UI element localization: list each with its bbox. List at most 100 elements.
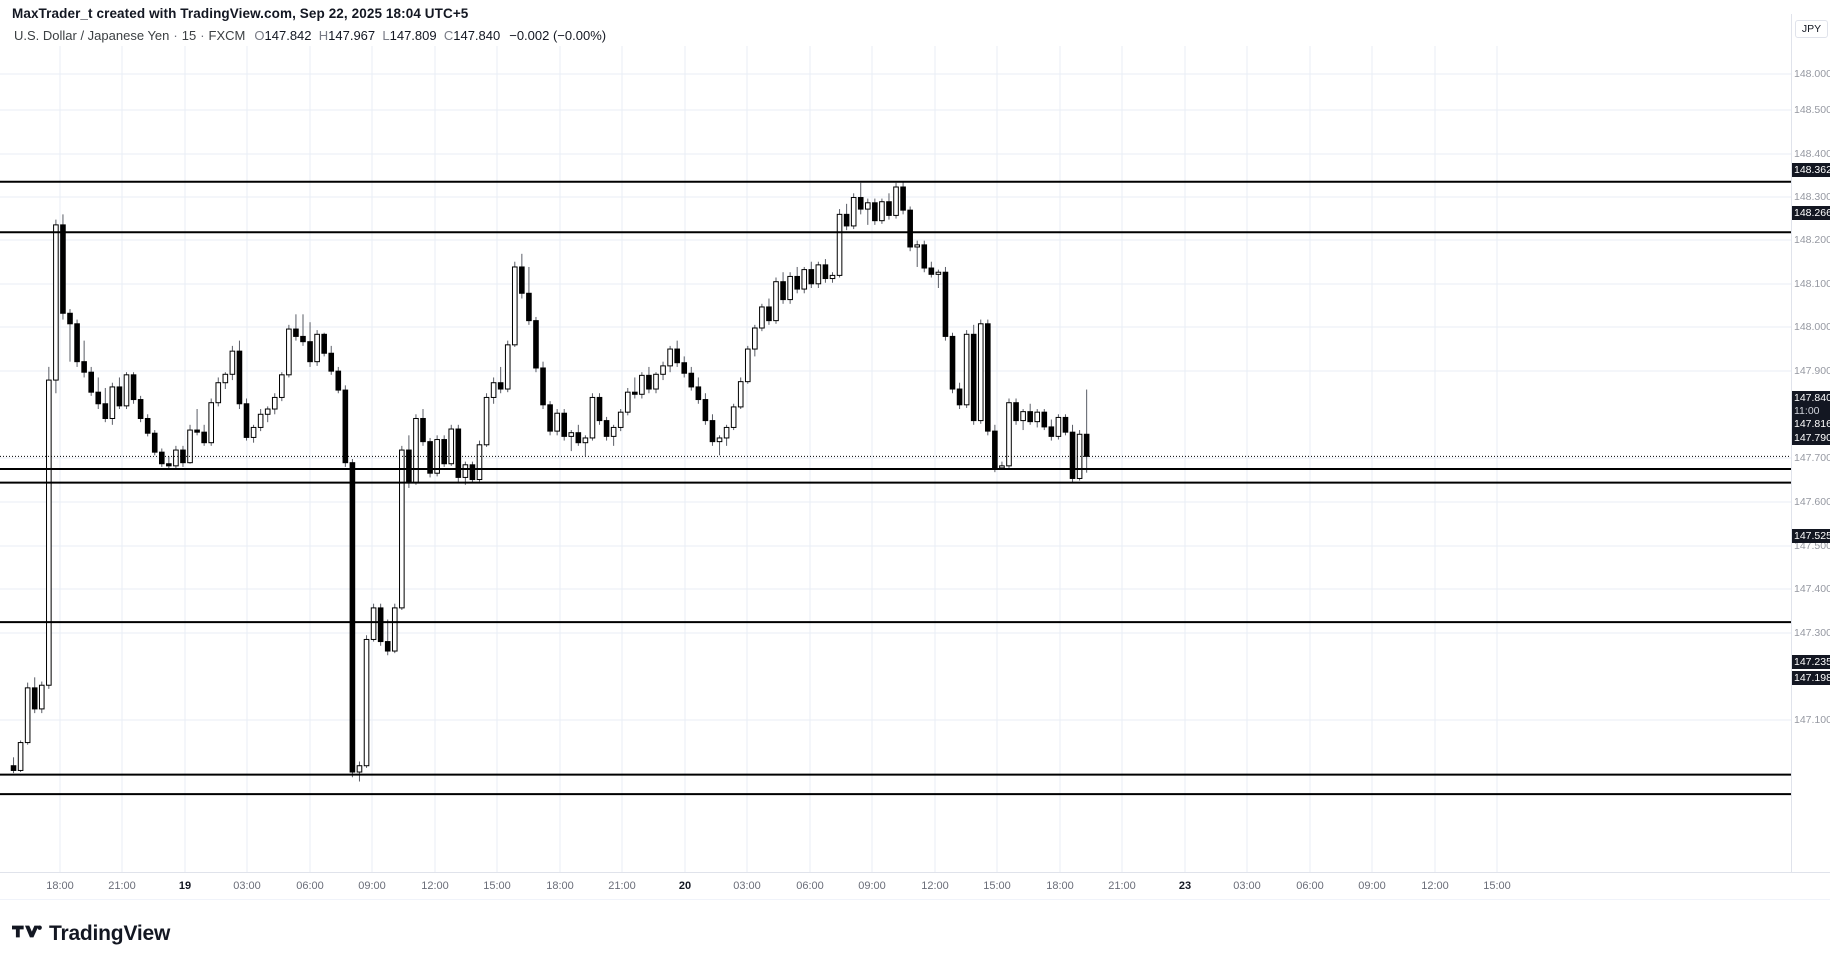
candle-body xyxy=(949,335,956,390)
price-level-label[interactable]: 147.790 xyxy=(1792,431,1830,445)
candle-body xyxy=(667,348,673,367)
candle-body xyxy=(17,742,24,771)
candle-body xyxy=(279,374,285,398)
price-level-label[interactable]: 147.235 xyxy=(1792,655,1830,669)
candle-body xyxy=(985,323,991,432)
candle-body xyxy=(575,432,582,444)
candle-body xyxy=(1041,411,1048,428)
time-tick: 09:00 xyxy=(858,880,886,892)
time-tick: 06:00 xyxy=(296,880,324,892)
candle-body xyxy=(554,412,560,432)
candle-body xyxy=(370,607,377,640)
candle-body xyxy=(999,465,1005,469)
ohlc-open-key: O xyxy=(254,28,265,43)
time-tick: 09:00 xyxy=(358,880,386,892)
legend-interval[interactable]: 15 xyxy=(181,28,197,43)
candle-body xyxy=(271,396,278,410)
candle-body xyxy=(95,391,102,405)
candle-body xyxy=(208,402,215,444)
candle-body xyxy=(342,389,349,464)
candle-body xyxy=(879,201,885,222)
candle-body xyxy=(921,244,928,269)
candle-body xyxy=(681,362,688,374)
price-tick: 147.100 xyxy=(1794,714,1830,726)
candle-body xyxy=(441,439,447,465)
candle-body xyxy=(900,186,906,211)
candle-body xyxy=(716,437,723,443)
price-level-label[interactable]: 147.816 xyxy=(1792,417,1830,431)
price-level-label[interactable]: 147.840 xyxy=(1792,391,1830,405)
candle-body xyxy=(469,464,476,481)
legend-symbol-name[interactable]: U.S. Dollar / Japanese Yen xyxy=(14,28,170,43)
candle-body xyxy=(377,607,384,643)
candle-body xyxy=(942,271,949,337)
candlestick-plot[interactable] xyxy=(0,46,1791,872)
candle-body xyxy=(526,292,532,322)
candle-body xyxy=(448,428,455,465)
price-level-label[interactable]: 148.362 xyxy=(1792,163,1830,177)
price-level-label[interactable]: 147.198 xyxy=(1792,671,1830,685)
time-tick: 21:00 xyxy=(1108,880,1136,892)
candle-body xyxy=(166,463,172,467)
time-tick: 18:00 xyxy=(46,880,74,892)
countdown-label[interactable]: 11:00 xyxy=(1792,404,1830,418)
candle-body xyxy=(229,350,236,375)
symbol-legend: U.S. Dollar / Japanese Yen · 15 · FXCM O… xyxy=(14,28,606,43)
time-tick: 12:00 xyxy=(1421,880,1449,892)
candle-body xyxy=(766,306,772,322)
candle-body xyxy=(399,449,405,609)
candle-body xyxy=(850,197,857,227)
candle-body xyxy=(88,371,94,393)
tradingview-wordmark: TradingView xyxy=(49,922,171,945)
candle-body xyxy=(547,404,553,432)
time-tick: 09:00 xyxy=(1358,880,1386,892)
candle-body xyxy=(137,399,144,419)
candle-body xyxy=(1027,411,1033,423)
candle-body xyxy=(476,444,483,481)
candle-body xyxy=(504,344,511,390)
candle-body xyxy=(808,269,815,285)
candle-body xyxy=(1069,431,1076,479)
ohlc-open-value: 147.842 xyxy=(264,28,312,43)
price-tick: 148.500 xyxy=(1794,104,1830,116)
price-level-label[interactable]: 147.525 xyxy=(1792,529,1830,543)
tradingview-mark-icon xyxy=(12,925,42,938)
candle-body xyxy=(660,365,666,375)
candle-body xyxy=(794,275,800,290)
time-tick: 21:00 xyxy=(608,880,636,892)
candle-body xyxy=(646,374,652,390)
candle-body xyxy=(144,417,151,434)
candle-body xyxy=(194,429,200,433)
candle-body xyxy=(116,386,123,407)
price-level-label[interactable]: 148.266 xyxy=(1792,206,1830,220)
legend-ohlc: O147.842 H147.967 L147.809 C147.840 xyxy=(254,28,500,43)
legend-change: −0.002 (−0.00%) xyxy=(509,28,607,43)
candle-body xyxy=(335,370,342,391)
candle-body xyxy=(314,333,320,363)
candle-body xyxy=(173,449,179,467)
price-tick: 148.200 xyxy=(1794,234,1830,246)
candle-body xyxy=(300,335,306,343)
candle-body xyxy=(497,382,504,390)
candle-body xyxy=(1048,426,1055,437)
candle-body xyxy=(215,382,222,404)
candle-body xyxy=(617,411,624,428)
legend-separator-2: · xyxy=(200,28,205,43)
candle-body xyxy=(1020,411,1026,422)
candle-body xyxy=(1062,416,1069,433)
candle-body xyxy=(589,396,596,439)
chart-pane[interactable] xyxy=(0,46,1791,872)
candle-body xyxy=(321,333,327,354)
candle-body xyxy=(1006,402,1012,467)
time-tick: 21:00 xyxy=(108,880,136,892)
candle-body xyxy=(624,391,631,413)
candle-body xyxy=(709,420,716,443)
time-tick: 15:00 xyxy=(1483,880,1511,892)
price-axis[interactable]: JPY 148.000 148.500 148.400 148.300 148.200 1… xyxy=(1791,14,1830,872)
candle-body xyxy=(568,432,575,437)
candle-body xyxy=(540,367,546,406)
time-tick-day: 19 xyxy=(178,880,192,892)
time-tick: 18:00 xyxy=(1046,880,1074,892)
time-axis[interactable]: 18:00 21:00 19 03:00 06:00 09:00 12:00 15:00 18:… xyxy=(0,872,1830,900)
legend-separator-1: · xyxy=(173,28,178,43)
